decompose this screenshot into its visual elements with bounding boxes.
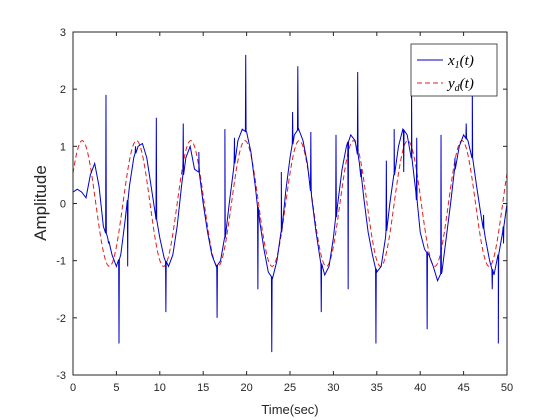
x-tick-label: 30 bbox=[327, 382, 339, 394]
legend: x1(t) yd(t) bbox=[410, 43, 498, 97]
x-tick-label: 40 bbox=[414, 382, 426, 394]
x-tick-label: 5 bbox=[113, 382, 119, 394]
plot-series bbox=[72, 54, 508, 353]
x-axis-label: Time(sec) bbox=[261, 402, 318, 417]
legend-box bbox=[410, 43, 498, 97]
y-axis-label: Amplitude bbox=[31, 165, 50, 241]
x-tick-label: 50 bbox=[501, 382, 513, 394]
x-tick-label: 45 bbox=[457, 382, 469, 394]
series-line-yd bbox=[72, 140, 508, 267]
y-tick-label: -1 bbox=[56, 256, 66, 268]
y-tick-label: 3 bbox=[60, 27, 66, 39]
y-tick-label: -2 bbox=[56, 313, 66, 325]
legend-entry-x1: x1(t) bbox=[447, 53, 474, 71]
series-line-x1 bbox=[72, 54, 508, 353]
legend-entry-yd: yd(t) bbox=[446, 76, 474, 94]
x-tick-label: 20 bbox=[240, 382, 252, 394]
x-tick-label: 0 bbox=[70, 382, 76, 394]
axes-box bbox=[72, 31, 508, 376]
y-tick-label: 0 bbox=[60, 199, 66, 211]
axis-ticks: 0 5 10 15 20 25 30 35 40 45 50 -3 -2 -1 0 1 2 3 bbox=[56, 27, 513, 394]
x-tick-label: 35 bbox=[371, 382, 383, 394]
x-tick-label: 25 bbox=[284, 382, 296, 394]
x-tick-label: 15 bbox=[197, 382, 209, 394]
x-tick-label: 10 bbox=[154, 382, 166, 394]
y-tick-label: -3 bbox=[56, 370, 66, 382]
y-tick-label: 2 bbox=[60, 84, 66, 96]
y-tick-label: 1 bbox=[60, 141, 66, 153]
